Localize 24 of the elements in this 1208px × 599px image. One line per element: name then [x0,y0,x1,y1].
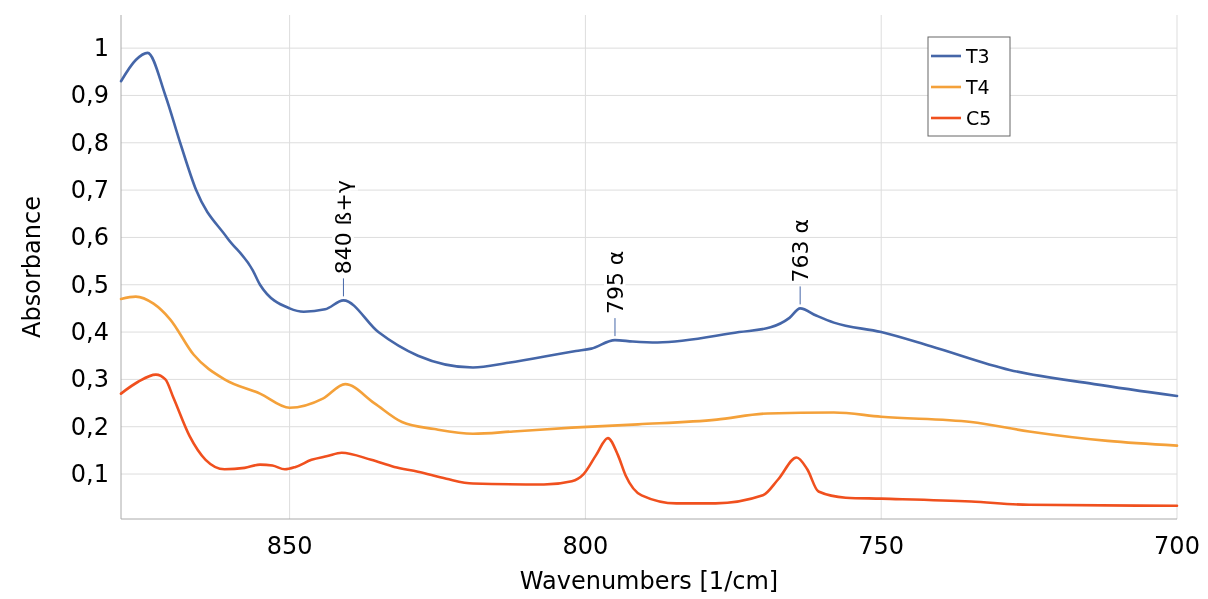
x-tick-label: 700 [1154,532,1200,560]
annotation: 840 ß+γ [331,180,357,275]
y-tick-label: 0,8 [70,128,109,157]
line-series [119,51,1179,398]
legend-label: T3 [965,45,990,67]
y-tick-label: 0,6 [70,223,109,252]
y-tick-label: 0,7 [70,176,109,205]
x-tick-label: 750 [858,532,905,560]
x-tick-label: 800 [562,532,609,560]
annotation: 795 α [602,250,628,315]
legend-label: T4 [965,76,990,98]
line-series [119,373,1179,508]
y-tick-label: 0,2 [70,412,109,441]
y-tick-label: 0,3 [70,365,109,394]
x-axis-title: Wavenumbers [1/cm] [519,567,779,595]
x-tick-label: 850 [266,532,313,560]
y-tick-label: 1 [93,34,109,63]
y-axis-title: Absorbance [18,196,46,338]
y-tick-label: 0,9 [70,81,109,110]
annotation: 763 α [788,218,814,283]
y-tick-label: 0,1 [70,460,109,489]
y-tick-label: 0,4 [70,318,109,347]
legend-label: C5 [966,107,992,129]
y-tick-label: 0,5 [70,270,109,299]
